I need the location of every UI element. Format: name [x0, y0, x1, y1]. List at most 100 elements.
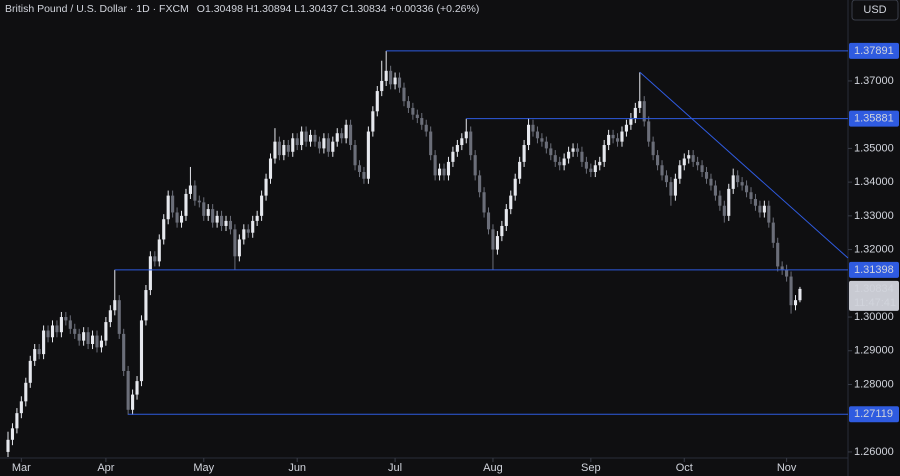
- candle-body: [64, 317, 68, 321]
- candle-body: [260, 195, 264, 216]
- candle-body: [469, 131, 473, 156]
- candle-body: [429, 131, 433, 156]
- candle-body: [295, 138, 299, 146]
- candle-body: [549, 148, 553, 156]
- ohlc-readout: O1.30498 H1.30894 L1.30437 C1.30834 +0.0…: [197, 3, 480, 15]
- candle-body: [19, 401, 23, 414]
- candle-body: [117, 300, 121, 334]
- candle-body: [486, 212, 491, 230]
- candle-body: [215, 215, 219, 223]
- candle-body: [691, 155, 695, 162]
- candle-body: [509, 195, 513, 210]
- candle-body: [264, 178, 268, 196]
- level-tag: [849, 261, 899, 278]
- candle-body: [446, 161, 451, 176]
- candle-body: [99, 340, 103, 348]
- candle-body: [584, 161, 588, 169]
- candle-body: [37, 349, 41, 355]
- candle-body: [731, 175, 735, 189]
- candle-body: [197, 200, 201, 203]
- plot: [6, 50, 849, 457]
- candle-body: [611, 134, 615, 139]
- candle-body: [317, 141, 322, 149]
- candle-body: [171, 195, 175, 213]
- candle-body: [277, 141, 281, 156]
- candle-body: [411, 107, 415, 115]
- candle-body: [669, 182, 673, 196]
- candle-body: [571, 148, 575, 152]
- candle-body: [366, 131, 370, 179]
- candle-body: [397, 77, 402, 88]
- candle-body: [402, 87, 406, 102]
- currency-label[interactable]: USD: [863, 4, 886, 16]
- candle-body: [553, 155, 557, 162]
- candle-body: [433, 155, 437, 176]
- candle-body: [393, 77, 397, 85]
- candle-body: [188, 185, 192, 194]
- candle-body: [202, 202, 206, 216]
- candle-body: [300, 131, 304, 146]
- level-label: 1.31398: [854, 264, 894, 276]
- candle-body: [522, 145, 526, 162]
- x-tick-label: Mar: [12, 462, 31, 474]
- candle-body: [424, 124, 428, 132]
- candle-body: [598, 161, 602, 166]
- candle-body: [526, 124, 531, 146]
- y-tick-label: 1.33000: [854, 210, 894, 222]
- candle-body: [767, 205, 771, 223]
- candle-body: [673, 178, 677, 196]
- candle-body: [139, 320, 144, 382]
- candle-body: [148, 256, 152, 291]
- candle-body: [242, 229, 246, 240]
- candle-body: [495, 236, 499, 250]
- y-tick-label: 1.32000: [854, 243, 894, 255]
- candle-body: [406, 101, 410, 108]
- y-tick-label: 1.26000: [854, 446, 894, 458]
- candle-body: [10, 428, 15, 440]
- candle-body: [331, 141, 335, 152]
- candle-body: [500, 225, 504, 237]
- candle-body: [113, 300, 117, 311]
- x-tick-label: Jul: [388, 462, 402, 474]
- candle-body: [313, 134, 317, 142]
- candle-body: [607, 134, 611, 146]
- candle-body: [776, 242, 780, 267]
- candle-body: [380, 80, 384, 92]
- candle-body: [687, 155, 691, 159]
- candle-body: [68, 320, 72, 329]
- y-tick-label: 1.30000: [854, 311, 894, 323]
- candle-body: [220, 215, 224, 226]
- y-tick-label: 1.29000: [854, 345, 894, 357]
- candle-body: [473, 155, 477, 176]
- y-tick-label: 1.35000: [854, 142, 894, 154]
- candle-body: [28, 360, 32, 383]
- candle-body: [575, 148, 580, 152]
- candle-body: [282, 145, 286, 156]
- candle-body: [562, 158, 566, 166]
- candle-body: [90, 335, 95, 345]
- candle-body: [233, 229, 237, 257]
- candle-body: [131, 394, 135, 410]
- candle-body: [15, 413, 19, 429]
- candle-body: [482, 192, 486, 213]
- candle-body: [86, 332, 90, 345]
- candle-body: [580, 151, 584, 162]
- currency-button[interactable]: [851, 0, 899, 21]
- x-tick-label: Aug: [483, 462, 503, 474]
- candle-body: [344, 124, 348, 139]
- candle-body: [268, 158, 273, 179]
- candle-body: [246, 229, 250, 233]
- candle-body: [286, 145, 290, 152]
- candle-body: [349, 124, 353, 146]
- candle-body: [753, 198, 758, 206]
- candle-body: [491, 229, 495, 250]
- candle-body: [540, 138, 544, 142]
- candle-body: [660, 165, 664, 176]
- candle-body: [593, 165, 597, 173]
- x-tick-label: Nov: [777, 462, 797, 474]
- last-price-label: 1.30834: [854, 283, 894, 295]
- candle-body: [620, 131, 624, 142]
- candle-body: [362, 172, 366, 179]
- trendline: [639, 71, 849, 259]
- candle-body: [615, 138, 620, 142]
